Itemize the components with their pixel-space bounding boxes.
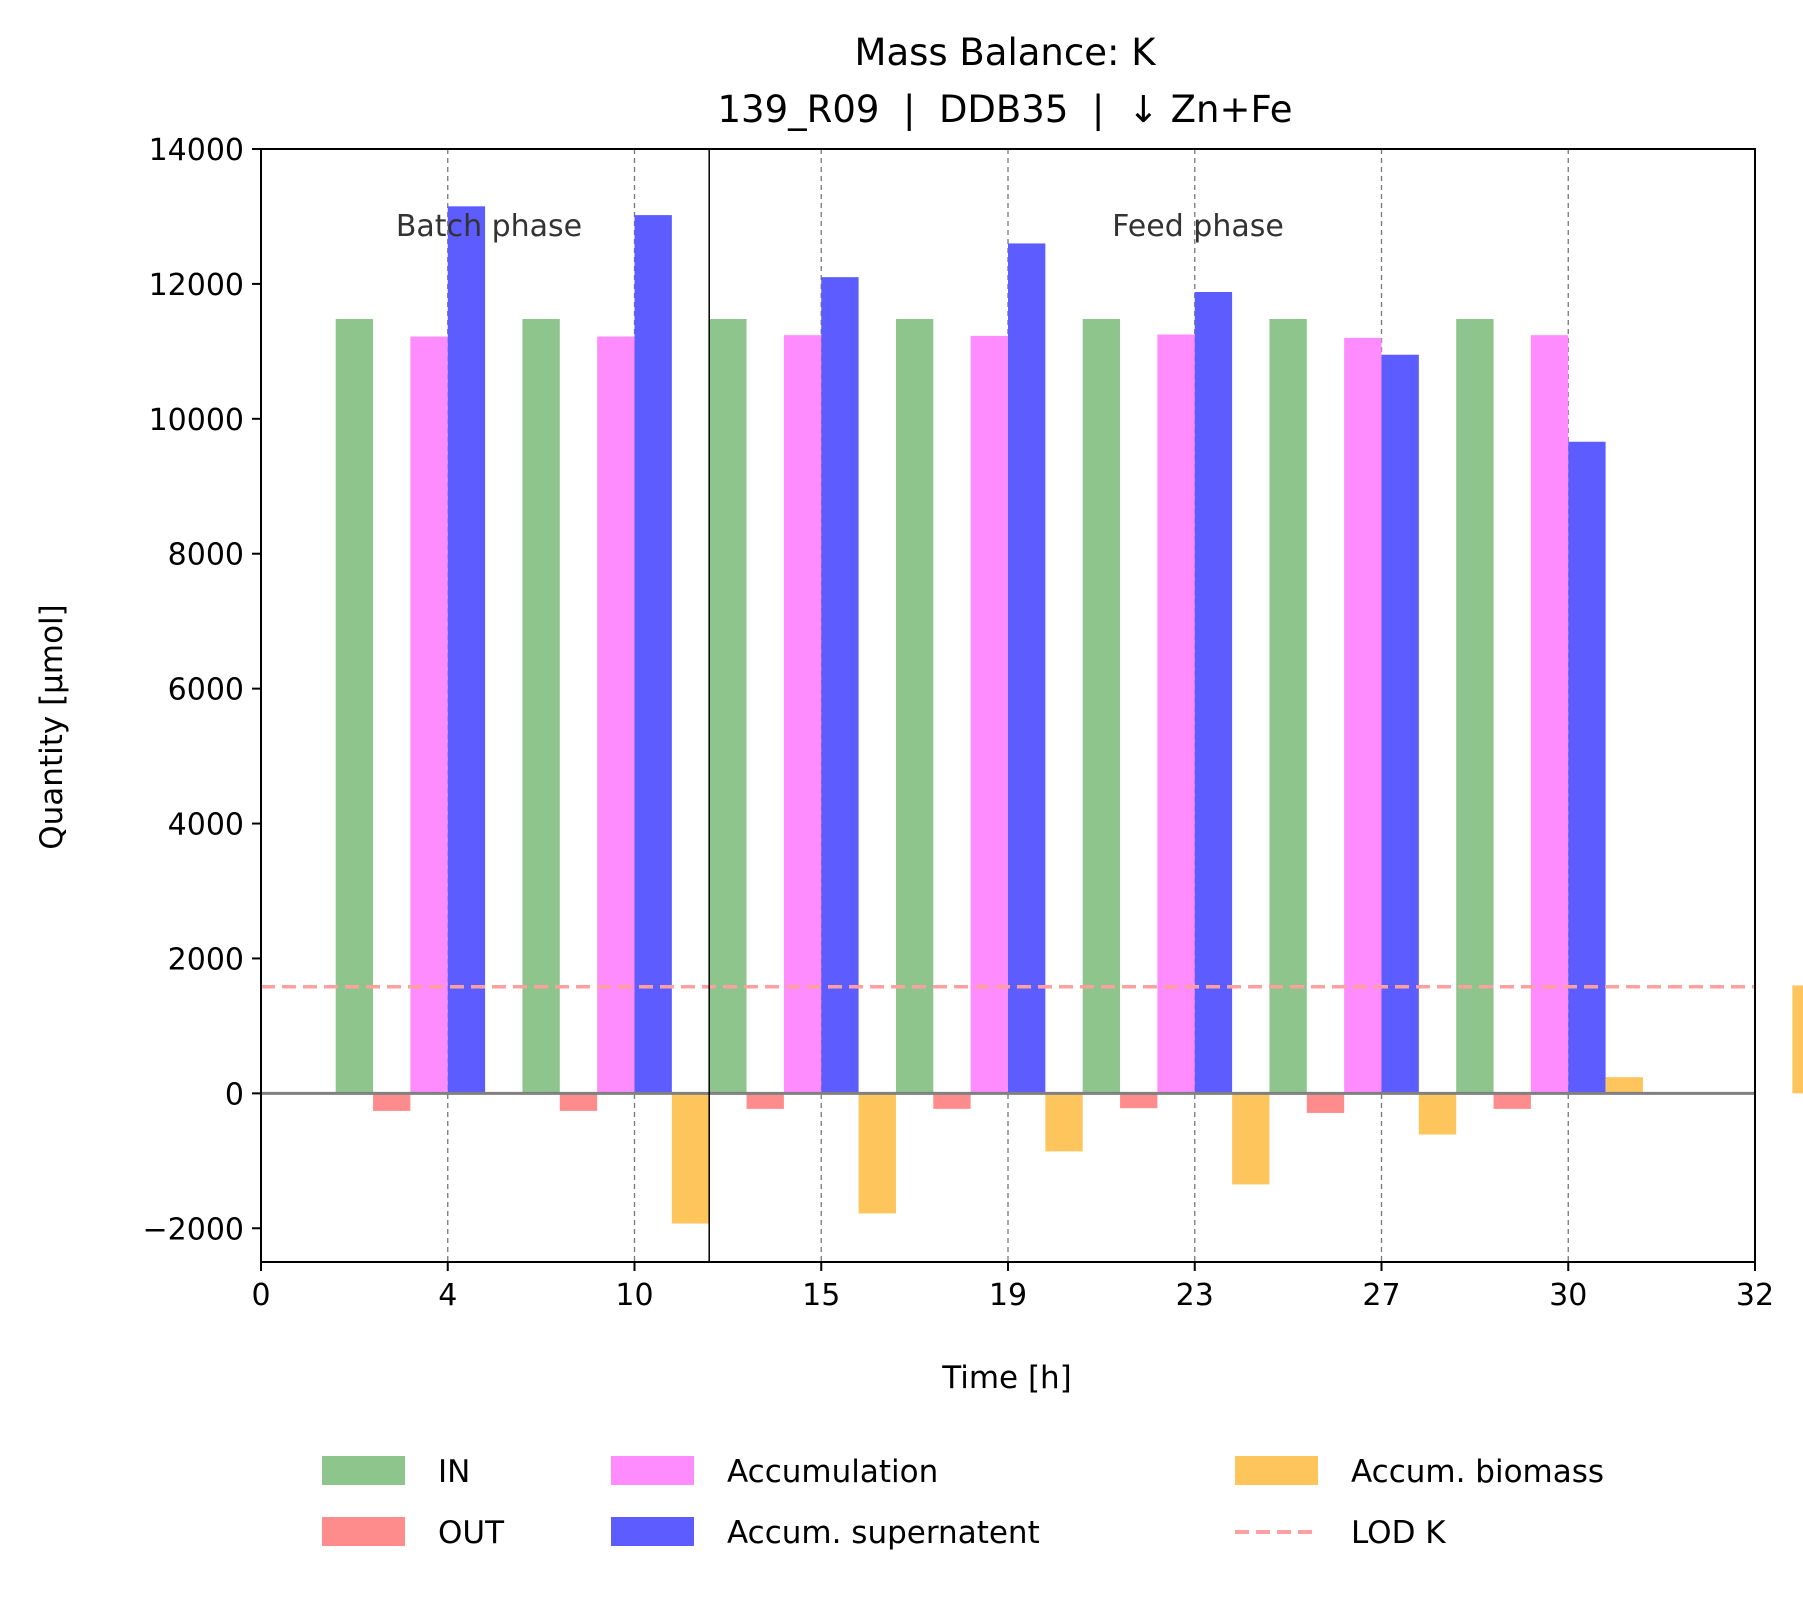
y-tick-label: 8000 [168, 538, 244, 573]
bar-accum-supernatent-19 [1008, 243, 1046, 1094]
bar-in-10 [522, 318, 560, 1094]
y-tick-label: −2000 [143, 1212, 244, 1247]
phase-label-batch: Batch phase [396, 209, 582, 244]
legend-label: Accum. supernatent [727, 1515, 1040, 1551]
y-tick-label: 14000 [149, 133, 244, 168]
chart-title: Mass Balance: K [855, 31, 1158, 74]
x-tick-label: 30 [1549, 1278, 1587, 1313]
x-tick-label: 0 [251, 1278, 270, 1313]
legend-label: Accum. biomass [1351, 1454, 1604, 1490]
legend-label: LOD K [1351, 1515, 1446, 1551]
bar-accum-biomass-10 [671, 1093, 710, 1224]
x-tick-label: 23 [1176, 1278, 1214, 1313]
overlays: Batch phase Feed phase [261, 149, 1755, 1262]
bar-accumulation-4 [410, 336, 448, 1094]
bar-out-23 [1120, 1093, 1158, 1109]
bar-accum-supernatent-15 [821, 277, 859, 1094]
x-tick-label: 32 [1736, 1278, 1774, 1313]
legend-swatch [611, 1456, 694, 1485]
bar-accum-supernatent-4 [447, 206, 486, 1094]
x-tick-label: 10 [615, 1278, 653, 1313]
bar-accumulation-23 [1157, 334, 1195, 1094]
legend-swatch [611, 1517, 694, 1546]
bar-in-30 [1456, 318, 1494, 1094]
bar-in-15 [709, 318, 747, 1094]
y-tick-label: 4000 [168, 808, 244, 843]
bar-accum-supernatent-10 [634, 215, 672, 1094]
chart-subtitle: 139_R09 | DDB35 | ↓ Zn+Fe [718, 88, 1293, 131]
bar-accum-biomass-15 [858, 1093, 896, 1214]
y-tick-label: 0 [225, 1077, 244, 1112]
bars [335, 206, 1803, 1224]
x-tick-label: 19 [989, 1278, 1027, 1313]
bar-accumulation-19 [970, 335, 1008, 1094]
bar-accumulation-10 [597, 336, 635, 1094]
bar-out-19 [933, 1093, 971, 1109]
legend-swatch [322, 1456, 405, 1485]
legend-label: Accumulation [727, 1454, 938, 1490]
bar-accum-biomass-23 [1232, 1093, 1270, 1185]
bar-in-27 [1269, 318, 1307, 1094]
bar-in-4 [335, 318, 374, 1094]
legend-swatch [322, 1517, 405, 1546]
bar-out-4 [373, 1093, 411, 1111]
legend-swatch [1235, 1456, 1318, 1485]
bar-accum-biomass-27 [1418, 1093, 1457, 1135]
bar-accum-biomass-19 [1045, 1093, 1083, 1152]
y-axis-label: Quantity [µmol] [34, 604, 70, 850]
y-tick-label: 10000 [149, 403, 244, 438]
y-tick-label: 2000 [168, 942, 244, 977]
x-axis-label: Time [h] [941, 1360, 1072, 1396]
legend-label: OUT [438, 1515, 505, 1551]
y-tick-label: 12000 [149, 268, 244, 303]
bar-accumulation-27 [1344, 337, 1382, 1094]
bar-out-27 [1306, 1093, 1345, 1113]
x-tick-label: 27 [1362, 1278, 1400, 1313]
bar-accum-biomass-32 [1792, 985, 1803, 1094]
bar-accum-supernatent-23 [1194, 292, 1233, 1094]
bar-accumulation-30 [1530, 335, 1569, 1094]
legend-label: IN [438, 1454, 470, 1490]
bar-accumulation-15 [783, 335, 822, 1094]
bar-accum-supernatent-27 [1381, 354, 1419, 1094]
phase-label-feed: Feed phase [1112, 209, 1284, 244]
bar-in-23 [1082, 318, 1121, 1094]
x-tick-label: 4 [438, 1278, 457, 1313]
y-tick-label: 6000 [168, 673, 244, 708]
bar-in-19 [895, 318, 934, 1094]
bar-accum-supernatent-30 [1568, 441, 1606, 1094]
bar-out-30 [1493, 1093, 1531, 1109]
legend: IN OUT Accumulation Accum. supernatent Accum… [322, 1454, 1604, 1551]
bar-accum-biomass-30 [1605, 1077, 1643, 1094]
x-tick-label: 15 [802, 1278, 840, 1313]
bar-out-15 [746, 1093, 784, 1109]
bar-out-10 [559, 1093, 598, 1111]
